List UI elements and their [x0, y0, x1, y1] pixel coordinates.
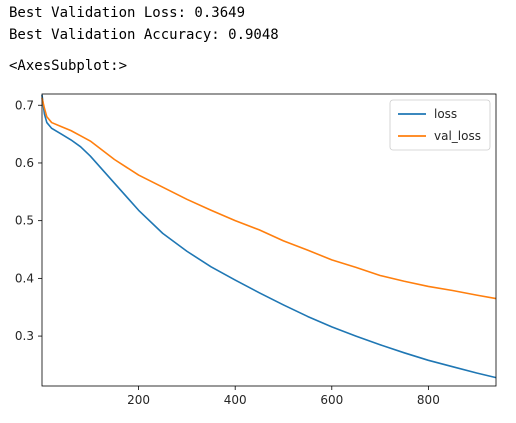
legend-label-loss: loss — [434, 107, 457, 121]
y-tick-label: 0.4 — [15, 271, 34, 285]
x-tick-label: 200 — [127, 393, 150, 407]
axes: 200 400 600 800 0.3 0.4 0.5 0.6 0.7 — [15, 93, 497, 407]
x-tick-label: 800 — [417, 393, 440, 407]
legend: loss val_loss — [389, 99, 491, 151]
y-tick-label: 0.7 — [15, 98, 34, 112]
series-line-val-loss — [41, 97, 497, 300]
best-validation-accuracy-text: Best Validation Accuracy: 0.9048 — [9, 27, 279, 43]
legend-label-val-loss: val_loss — [434, 129, 481, 143]
y-tick-label: 0.3 — [15, 329, 34, 343]
x-tick-label: 400 — [224, 393, 247, 407]
series-line-loss — [41, 94, 497, 379]
loss-line-chart: 200 400 600 800 0.3 0.4 0.5 0.6 0.7 loss val_loss — [15, 93, 497, 407]
y-tick-label: 0.5 — [15, 214, 34, 228]
plot-area — [41, 94, 497, 379]
y-tick-label: 0.6 — [15, 156, 34, 170]
x-tick-label: 600 — [320, 393, 343, 407]
axes-frame — [41, 93, 497, 387]
legend-box — [389, 99, 491, 151]
axes-subplot-repr-text: <AxesSubplot:> — [9, 58, 128, 74]
best-validation-loss-text: Best Validation Loss: 0.3649 — [9, 5, 246, 21]
